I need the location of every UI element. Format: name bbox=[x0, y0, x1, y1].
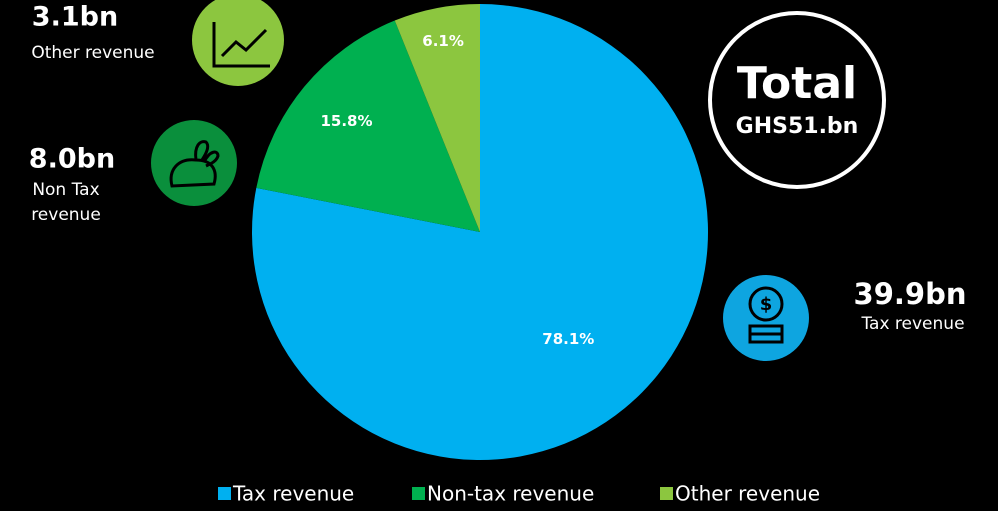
pie-slice bbox=[252, 4, 709, 460]
coin-icon bbox=[748, 286, 784, 344]
annotation-value: 3.1bn bbox=[32, 2, 118, 33]
annotation-label: revenue bbox=[31, 205, 101, 225]
pie-slice bbox=[394, 4, 480, 232]
pie: 78.1% 15.8% 6.1% bbox=[252, 4, 709, 460]
legend-label: Tax revenue bbox=[232, 482, 354, 506]
legend-swatch bbox=[660, 487, 673, 500]
legend-label: Other revenue bbox=[675, 482, 820, 506]
annotation-value: 39.9bn bbox=[854, 277, 967, 311]
slice-label: 15.8% bbox=[320, 112, 372, 130]
total-title: Total bbox=[737, 58, 857, 109]
chart-icon bbox=[212, 22, 270, 68]
total-badge bbox=[708, 11, 886, 189]
slice-label: 6.1% bbox=[422, 32, 464, 50]
annotation-label: Tax revenue bbox=[860, 314, 964, 334]
legend-swatch bbox=[218, 487, 231, 500]
legend-label: Non-tax revenue bbox=[427, 482, 594, 506]
annotation-label: Non Tax bbox=[32, 180, 99, 200]
non-tax-icon bbox=[151, 120, 237, 206]
total-value: GHS51.bn bbox=[736, 114, 859, 139]
legend-swatch bbox=[412, 487, 425, 500]
dollar-sign: $ bbox=[760, 294, 773, 315]
slice-label: 78.1% bbox=[542, 330, 594, 348]
tax-icon bbox=[723, 275, 809, 361]
rabbit-icon bbox=[169, 140, 220, 188]
legend: Tax revenue Non-tax revenue Other revenue bbox=[218, 482, 820, 506]
annotation-label: Other revenue bbox=[31, 43, 154, 63]
pie-slice bbox=[256, 20, 480, 232]
annotation-value: 8.0bn bbox=[29, 144, 115, 175]
